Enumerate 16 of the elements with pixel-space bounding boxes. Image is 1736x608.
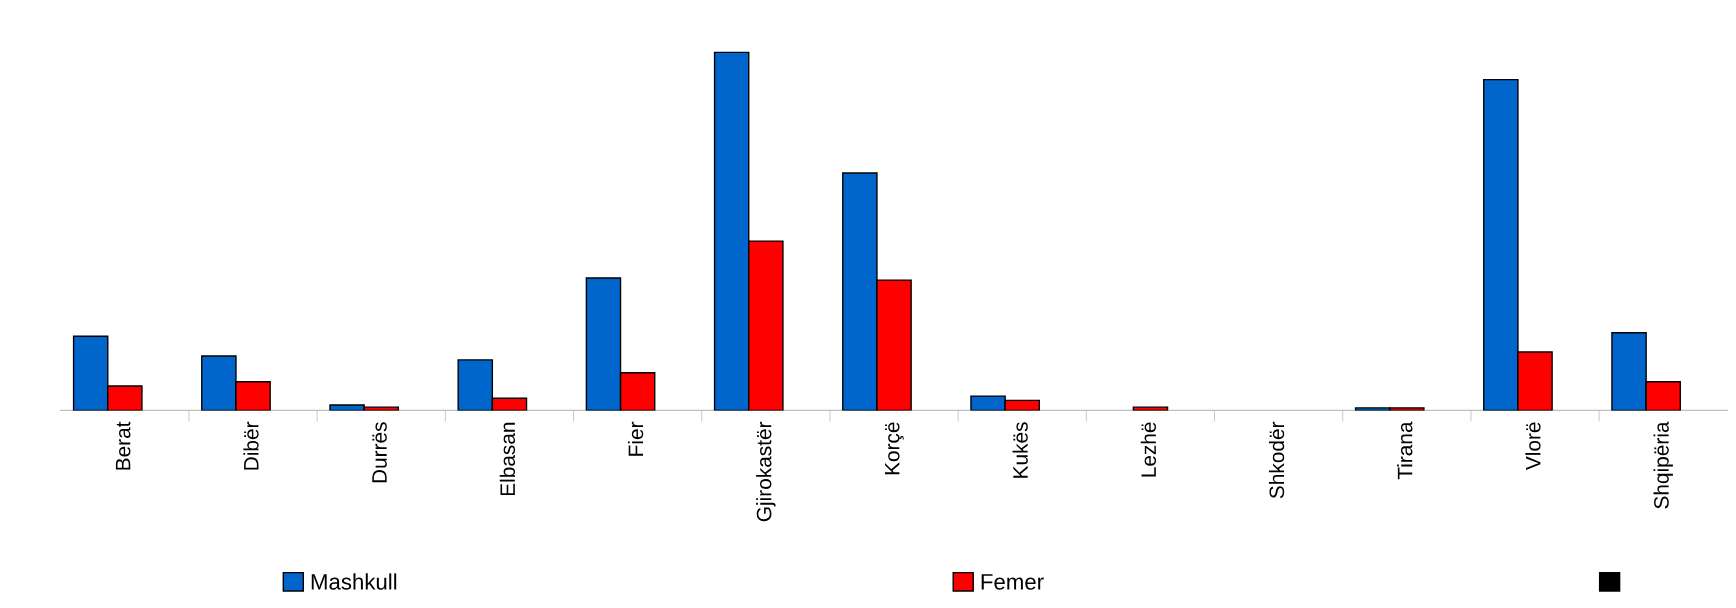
x-tick-label: Elbasan <box>499 422 516 496</box>
x-tick-label: Shkodër <box>1268 421 1285 499</box>
legend-label: Femer <box>981 574 1044 590</box>
x-tick-label: Fier <box>627 421 644 456</box>
x-tick-label: Vlorë <box>1525 422 1541 471</box>
x-tick-label: Dibër <box>243 421 259 470</box>
bar <box>1132 406 1169 411</box>
x-tick-label: Gjirokastër <box>756 421 776 522</box>
x-tick-label: Tirana <box>1397 421 1413 480</box>
legend-label: Mashkull <box>311 573 397 590</box>
x-tick-label: Korçë <box>885 422 904 475</box>
x-tick-label: Lezhë <box>1140 422 1157 477</box>
x-tick-label: Berat <box>115 421 131 470</box>
x-tick-label: Shqipëria <box>1653 421 1673 509</box>
x-tick-label: Durrës <box>372 422 387 483</box>
x-tick-label: Kukës <box>1012 422 1028 478</box>
